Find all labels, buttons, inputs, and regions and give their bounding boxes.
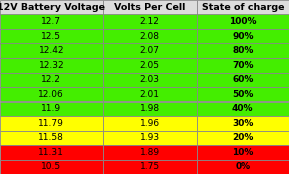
Bar xyxy=(0,101,103,116)
Text: 70%: 70% xyxy=(232,61,253,70)
Bar xyxy=(103,101,197,116)
Text: 11.58: 11.58 xyxy=(38,133,64,142)
Text: 12.42: 12.42 xyxy=(38,46,64,55)
Text: 40%: 40% xyxy=(232,104,253,113)
Text: 12V Battery Voltage: 12V Battery Voltage xyxy=(0,3,105,12)
Text: 60%: 60% xyxy=(232,75,253,84)
Text: 11.79: 11.79 xyxy=(38,119,64,128)
Bar xyxy=(197,14,289,29)
Bar xyxy=(0,14,103,29)
Bar xyxy=(103,44,197,58)
Bar xyxy=(197,101,289,116)
Text: 1.89: 1.89 xyxy=(140,148,160,157)
Text: 11.9: 11.9 xyxy=(41,104,61,113)
Text: 2.05: 2.05 xyxy=(140,61,160,70)
Text: State of charge: State of charge xyxy=(201,3,284,12)
Text: 12.5: 12.5 xyxy=(41,32,61,41)
Text: 1.98: 1.98 xyxy=(140,104,160,113)
Text: 2.08: 2.08 xyxy=(140,32,160,41)
Bar xyxy=(103,58,197,73)
Bar xyxy=(197,0,289,14)
Text: 100%: 100% xyxy=(229,17,257,26)
Text: 2.01: 2.01 xyxy=(140,90,160,99)
Text: 12.7: 12.7 xyxy=(41,17,61,26)
Bar xyxy=(197,58,289,73)
Bar xyxy=(0,87,103,101)
Text: 12.06: 12.06 xyxy=(38,90,64,99)
Bar xyxy=(103,130,197,145)
Text: 10%: 10% xyxy=(232,148,253,157)
Text: 20%: 20% xyxy=(232,133,253,142)
Bar xyxy=(197,116,289,130)
Text: 10.5: 10.5 xyxy=(41,162,61,171)
Bar xyxy=(197,29,289,44)
Text: 80%: 80% xyxy=(232,46,253,55)
Bar xyxy=(0,130,103,145)
Text: 12.32: 12.32 xyxy=(38,61,64,70)
Bar xyxy=(103,116,197,130)
Text: 2.03: 2.03 xyxy=(140,75,160,84)
Bar xyxy=(197,130,289,145)
Text: 50%: 50% xyxy=(232,90,253,99)
Text: 2.12: 2.12 xyxy=(140,17,160,26)
Bar xyxy=(0,116,103,130)
Text: 11.31: 11.31 xyxy=(38,148,64,157)
Text: 12.2: 12.2 xyxy=(41,75,61,84)
Text: 90%: 90% xyxy=(232,32,253,41)
Text: 1.96: 1.96 xyxy=(140,119,160,128)
Bar xyxy=(103,29,197,44)
Bar xyxy=(0,58,103,73)
Bar xyxy=(103,0,197,14)
Bar xyxy=(0,145,103,160)
Text: 1.93: 1.93 xyxy=(140,133,160,142)
Bar xyxy=(197,145,289,160)
Text: 1.75: 1.75 xyxy=(140,162,160,171)
Bar xyxy=(0,73,103,87)
Bar xyxy=(197,87,289,101)
Text: 0%: 0% xyxy=(235,162,250,171)
Bar xyxy=(0,0,103,14)
Bar xyxy=(197,160,289,174)
Bar xyxy=(197,73,289,87)
Bar xyxy=(0,160,103,174)
Bar xyxy=(0,44,103,58)
Bar xyxy=(197,44,289,58)
Bar xyxy=(0,29,103,44)
Text: Volts Per Cell: Volts Per Cell xyxy=(114,3,185,12)
Bar xyxy=(103,14,197,29)
Bar xyxy=(103,73,197,87)
Bar xyxy=(103,160,197,174)
Text: 30%: 30% xyxy=(232,119,253,128)
Bar xyxy=(103,87,197,101)
Bar xyxy=(103,145,197,160)
Text: 2.07: 2.07 xyxy=(140,46,160,55)
